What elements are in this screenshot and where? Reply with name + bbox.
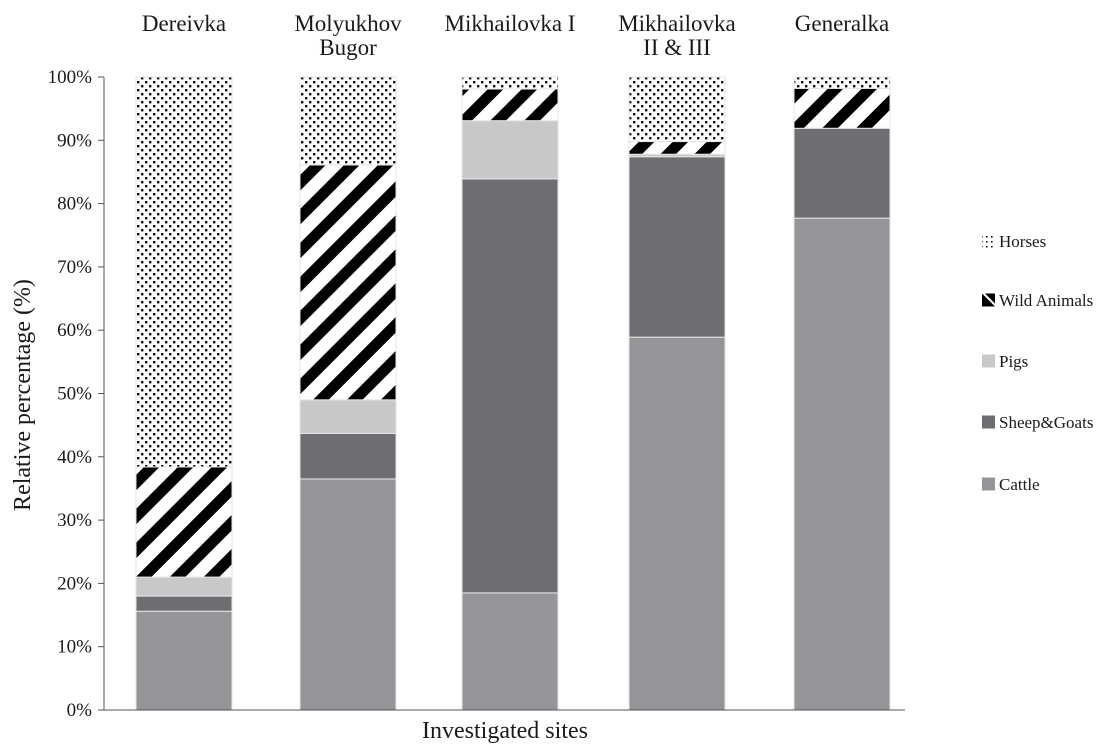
y-tick-label: 10%: [57, 637, 92, 658]
x-axis-title: Investigated sites: [422, 718, 588, 744]
y-tick-label: 60%: [57, 320, 92, 341]
y-tick-label: 0%: [67, 700, 93, 721]
y-tick-label: 20%: [57, 573, 92, 594]
legend-swatch-cattle: [982, 477, 995, 491]
category-label-0: Dereivka: [142, 11, 226, 36]
y-axis-ticks: 0% 10% 20% 30% 40% 50% 60% 70% 80% 90% 100%: [48, 67, 104, 721]
y-axis-title: Relative percentage (%): [10, 279, 36, 511]
bar-horses-2: [461, 76, 559, 90]
bar-cattle-0: [135, 610, 233, 711]
y-tick-label: 30%: [57, 510, 92, 531]
bar-wild-3: [628, 141, 726, 155]
legend-label-cattle: Cattle: [999, 475, 1040, 494]
bar-wild-0: [135, 466, 233, 578]
bar-wild-4: [793, 87, 891, 129]
legend-swatch-sheep: [982, 415, 995, 429]
bar-pigs-0: [135, 576, 233, 597]
legend-swatch-horses: [982, 234, 995, 248]
legend-item-sheep: Sheep&Goats: [982, 413, 1093, 432]
bar-horses-0: [135, 76, 233, 468]
category-label-3: Mikhailovka II & III: [618, 11, 736, 60]
y-tick-label: 70%: [57, 257, 92, 278]
legend-item-wild: Wild Animals: [982, 291, 1093, 310]
bars-layer: [135, 76, 891, 711]
y-tick-label: 50%: [57, 384, 92, 405]
category-label-2: Mikhailovka I: [445, 11, 576, 36]
bar-sheep-3: [628, 156, 726, 338]
category-label-4: Generalka: [795, 11, 890, 36]
legend-item-pigs: Pigs: [982, 352, 1028, 371]
bar-cattle-3: [628, 336, 726, 711]
legend-swatch-pigs: [982, 354, 995, 368]
bar-sheep-1: [299, 432, 397, 480]
legend-label-wild: Wild Animals: [999, 291, 1093, 310]
y-tick-label: 40%: [57, 447, 92, 468]
legend-item-cattle: Cattle: [982, 475, 1040, 494]
bar-sheep-0: [135, 595, 233, 612]
legend-item-horses: Horses: [982, 232, 1046, 251]
legend-label-horses: Horses: [999, 232, 1046, 251]
legend: Horses Wild Animals Pigs Sheep&Goats Cattle: [982, 232, 1093, 494]
category-labels: Dereivka Molyukhov Bugor Mikhailovka I Mikha…: [142, 11, 889, 60]
bar-cattle-2: [461, 592, 559, 711]
legend-label-pigs: Pigs: [999, 352, 1028, 371]
bar-sheep-2: [461, 178, 559, 594]
legend-swatch-wild: [982, 293, 995, 307]
y-tick-label: 100%: [48, 67, 93, 88]
bar-cattle-1: [299, 478, 397, 711]
bar-sheep-4: [793, 127, 891, 219]
bar-horses-3: [628, 76, 726, 143]
bar-horses-4: [793, 76, 891, 89]
bar-wild-1: [299, 164, 397, 401]
bar-cattle-4: [793, 217, 891, 711]
bar-wild-2: [461, 88, 559, 122]
bar-pigs-1: [299, 399, 397, 434]
bar-horses-1: [299, 76, 397, 166]
bar-pigs-2: [461, 120, 559, 180]
legend-label-sheep: Sheep&Goats: [999, 413, 1093, 432]
y-tick-label: 90%: [57, 130, 92, 151]
category-label-1: Molyukhov Bugor: [294, 11, 402, 60]
y-tick-label: 80%: [57, 194, 92, 215]
